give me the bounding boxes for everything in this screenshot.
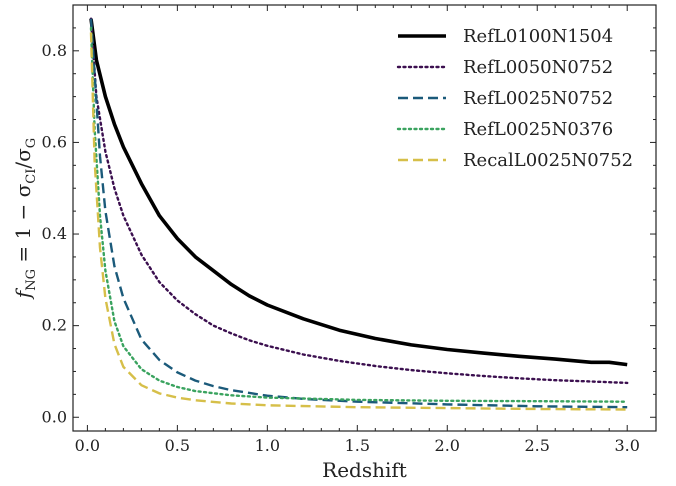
legend-label-5: RecalL0025N0752 bbox=[463, 150, 633, 171]
y-axis-label: fNG = 1 − σCI/σG bbox=[11, 138, 39, 300]
series-line-5 bbox=[89, 32, 628, 411]
y-label-ci-sub: CI bbox=[24, 169, 39, 184]
plot-frame bbox=[72, 4, 657, 432]
legend-label-3: RefL0025N0752 bbox=[463, 88, 613, 109]
y-label-eq: = 1 − σ bbox=[11, 183, 35, 269]
series-layer bbox=[89, 17, 629, 411]
x-tick-label: 0.0 bbox=[75, 436, 100, 455]
y-tick-label: 0.0 bbox=[42, 407, 67, 426]
legend-label-1: RefL0100N1504 bbox=[463, 26, 613, 47]
series-line-1 bbox=[89, 18, 628, 367]
ticks-layer: 0.0 0.5 1.0 1.5 2.0 2.5 3.0 0.0 0.2 0.4 0.6 0.8 bbox=[42, 5, 656, 455]
x-axis-label: Redshift bbox=[322, 458, 407, 482]
x-tick-label: 2.5 bbox=[525, 436, 550, 455]
y-label-g-sub: G bbox=[24, 138, 39, 148]
x-tick-label: 2.0 bbox=[435, 436, 460, 455]
legend: RefL0100N1504 RefL0050N0752 RefL0025N0752 R… bbox=[396, 26, 633, 171]
legend-label-4: RefL0025N0376 bbox=[463, 119, 613, 140]
y-label-slash: /σ bbox=[11, 148, 35, 169]
y-tick-label: 0.4 bbox=[42, 224, 67, 243]
x-tick-label: 1.0 bbox=[255, 436, 280, 455]
x-tick-label: 0.5 bbox=[165, 436, 190, 455]
x-tick-label: 1.5 bbox=[345, 436, 370, 455]
x-tick-label: 3.0 bbox=[614, 436, 639, 455]
y-tick-label: 0.2 bbox=[42, 316, 67, 335]
y-label-f-sub: NG bbox=[24, 269, 39, 291]
series-line-4 bbox=[89, 26, 629, 403]
series-line-3 bbox=[89, 18, 628, 409]
y-tick-label: 0.6 bbox=[42, 132, 67, 151]
y-tick-label: 0.8 bbox=[42, 41, 67, 60]
series-line-2 bbox=[89, 17, 629, 385]
legend-label-2: RefL0050N0752 bbox=[463, 57, 613, 78]
